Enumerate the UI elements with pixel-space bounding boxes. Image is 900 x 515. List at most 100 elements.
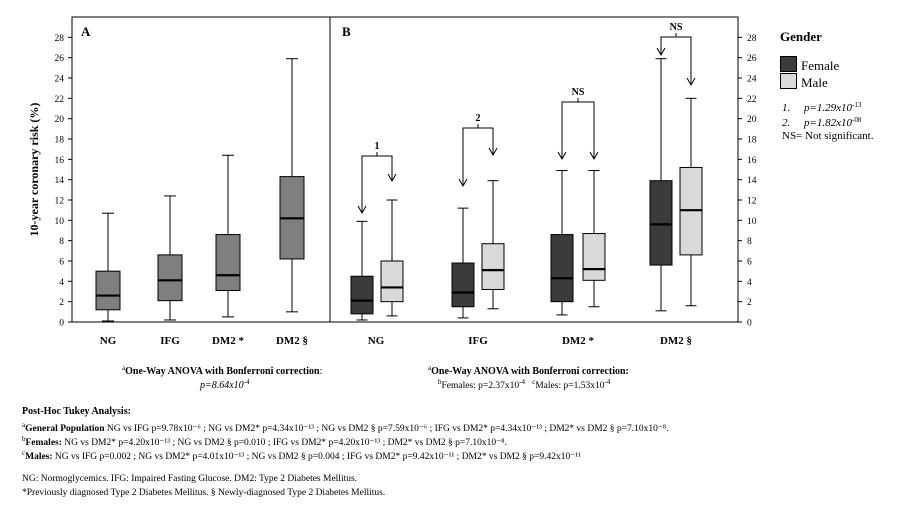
arrowhead-female [557, 151, 567, 161]
box-a-0 [95, 212, 121, 322]
y-tick-label-right: 28 [747, 34, 757, 44]
y-tick-label-right: 14 [747, 176, 757, 186]
arrowhead-male [488, 147, 498, 157]
box-iqr [380, 260, 404, 303]
posthoc-text-males: NG vs IFG p=0.002 ; NG vs DM2* p=4.01x10… [52, 452, 581, 462]
box-iqr [582, 233, 606, 281]
anova-b-title-text: One-Way ANOVA with Bonferroni correction… [431, 366, 629, 377]
x-label-a-3: DM2 § [276, 335, 308, 347]
y-tick-label-left: 24 [55, 75, 65, 85]
y-tick-label-left: 0 [59, 319, 64, 329]
significance-bracket-3: NS [656, 22, 696, 87]
y-tick-label-left: 18 [55, 136, 65, 146]
arrowhead-male [589, 151, 599, 161]
posthoc-text-females: NG vs DM2* p=4.20x10⁻¹³ ; NG vs DM2 § p=… [61, 438, 507, 448]
y-tick-label-right: 24 [747, 75, 757, 85]
box-b-female-1 [451, 207, 475, 319]
panel-label-a: A [81, 24, 91, 39]
box-iqr [215, 234, 241, 291]
legend-note-1: 1. p=1.29x10-13 [782, 99, 861, 115]
y-tick-label-right: 6 [747, 258, 752, 268]
box-b-male-0 [380, 199, 404, 317]
y-axis-label: 10-year coronary risk (%) [27, 103, 41, 237]
arrowhead-female [656, 47, 666, 57]
posthoc-sup-b: b [22, 435, 26, 443]
bracket-line [361, 155, 393, 213]
anova-b-male-sup: c [532, 378, 536, 386]
anova-b-male-text: Males: p=1.53x10 [535, 381, 605, 391]
box-b-male-3 [679, 97, 703, 307]
significance-bracket-0: 1 [357, 141, 397, 215]
y-tick-label-left: 12 [55, 197, 65, 207]
posthoc-label-general: General Population [25, 424, 105, 434]
panel-label-b: B [342, 24, 351, 39]
legend-note-1-exp: -13 [852, 101, 862, 109]
legend-note-1-p: p=1.29x10 [804, 102, 853, 114]
legend-swatch-male [780, 73, 797, 89]
y-tick-label-left: 20 [55, 115, 65, 125]
anova-a-sup: a [122, 364, 126, 372]
legend-label-male: Male [801, 75, 828, 90]
y-tick-label-left: 6 [59, 258, 64, 268]
posthoc-line-females: bFemales: NG vs DM2* p=4.20x10⁻¹³ ; NG v… [22, 433, 507, 450]
y-tick-label-left: 16 [55, 156, 65, 166]
legend-note-2-num: 2. [782, 117, 791, 129]
anova-a-p-text: p=8.64x10 [200, 380, 244, 391]
anova-a-p-exp: -4 [243, 378, 250, 386]
legend-swatch-female [780, 56, 797, 72]
y-tick-label-right: 4 [747, 278, 752, 288]
legend-note-2: 2. p=1.82x10-08 [782, 114, 861, 130]
arrowhead-male [686, 77, 696, 87]
posthoc-sup-c: c [22, 449, 26, 457]
x-label-a-0: NG [100, 335, 117, 347]
bracket-label-0: 1 [375, 141, 380, 152]
legend-ns-note: NS= Not significant. [782, 130, 874, 142]
arrowhead-female [458, 178, 468, 188]
x-label-b-0: NG [368, 335, 385, 347]
legend-note-2-exp: -08 [852, 116, 862, 124]
anova-b-p: bFemales: p=2.37x10-4 cMales: p=1.53x10-… [438, 376, 610, 393]
anova-b-sup: a [428, 364, 432, 372]
plot-frame [71, 16, 739, 323]
y-tick-label-right: 20 [747, 115, 757, 125]
bracket-label-2: NS [572, 87, 585, 98]
legend-item-male: Male [780, 73, 828, 89]
footnote-abbreviations: NG: Normoglycemics. IFG: Impaired Fastin… [22, 474, 358, 484]
bracket-label-3: NS [670, 22, 683, 33]
posthoc-label-males: Males: [25, 452, 53, 462]
box-iqr [350, 275, 374, 315]
box-a-3 [279, 58, 305, 313]
box-b-female-3 [649, 58, 673, 312]
y-tick-label-right: 0 [747, 319, 752, 329]
y-tick-label-left: 22 [55, 95, 65, 105]
box-iqr [649, 180, 673, 266]
legend-item-female: Female [780, 56, 839, 72]
y-tick-label-right: 12 [747, 197, 757, 207]
posthoc-line-general: aGeneral Population NG vs IFG p=9.78x10⁻… [22, 419, 669, 436]
y-tick-label-left: 10 [55, 217, 65, 227]
anova-a-colon: : [319, 366, 323, 377]
box-a-2 [215, 154, 241, 318]
footnote-diagnosis: *Previously diagnosed Type 2 Diabetes Me… [22, 488, 386, 498]
anova-a-title-text: One-Way ANOVA with Bonferroni correction [125, 366, 320, 377]
arrowhead-male [387, 173, 397, 183]
box-b-female-2 [550, 170, 574, 316]
x-label-a-2: DM2 * [212, 335, 245, 347]
y-tick-label-right: 26 [747, 54, 757, 64]
significance-bracket-1: 2 [458, 113, 498, 188]
y-tick-label-right: 8 [747, 237, 752, 247]
posthoc-sup-a: a [22, 421, 26, 429]
y-tick-label-right: 22 [747, 95, 757, 105]
bracket-line [561, 101, 595, 159]
anova-b-fem-sup: b [438, 378, 442, 386]
legend-title: Gender [780, 29, 822, 44]
box-iqr [550, 234, 574, 303]
arrowhead-female [357, 205, 367, 215]
x-label-b-1: IFG [468, 335, 488, 347]
bracket-line [462, 127, 494, 186]
anova-b-male-exp: -4 [604, 378, 611, 386]
legend-label-female: Female [801, 58, 840, 73]
y-tick-label-right: 16 [747, 156, 757, 166]
y-tick-label-right: 18 [747, 136, 757, 146]
